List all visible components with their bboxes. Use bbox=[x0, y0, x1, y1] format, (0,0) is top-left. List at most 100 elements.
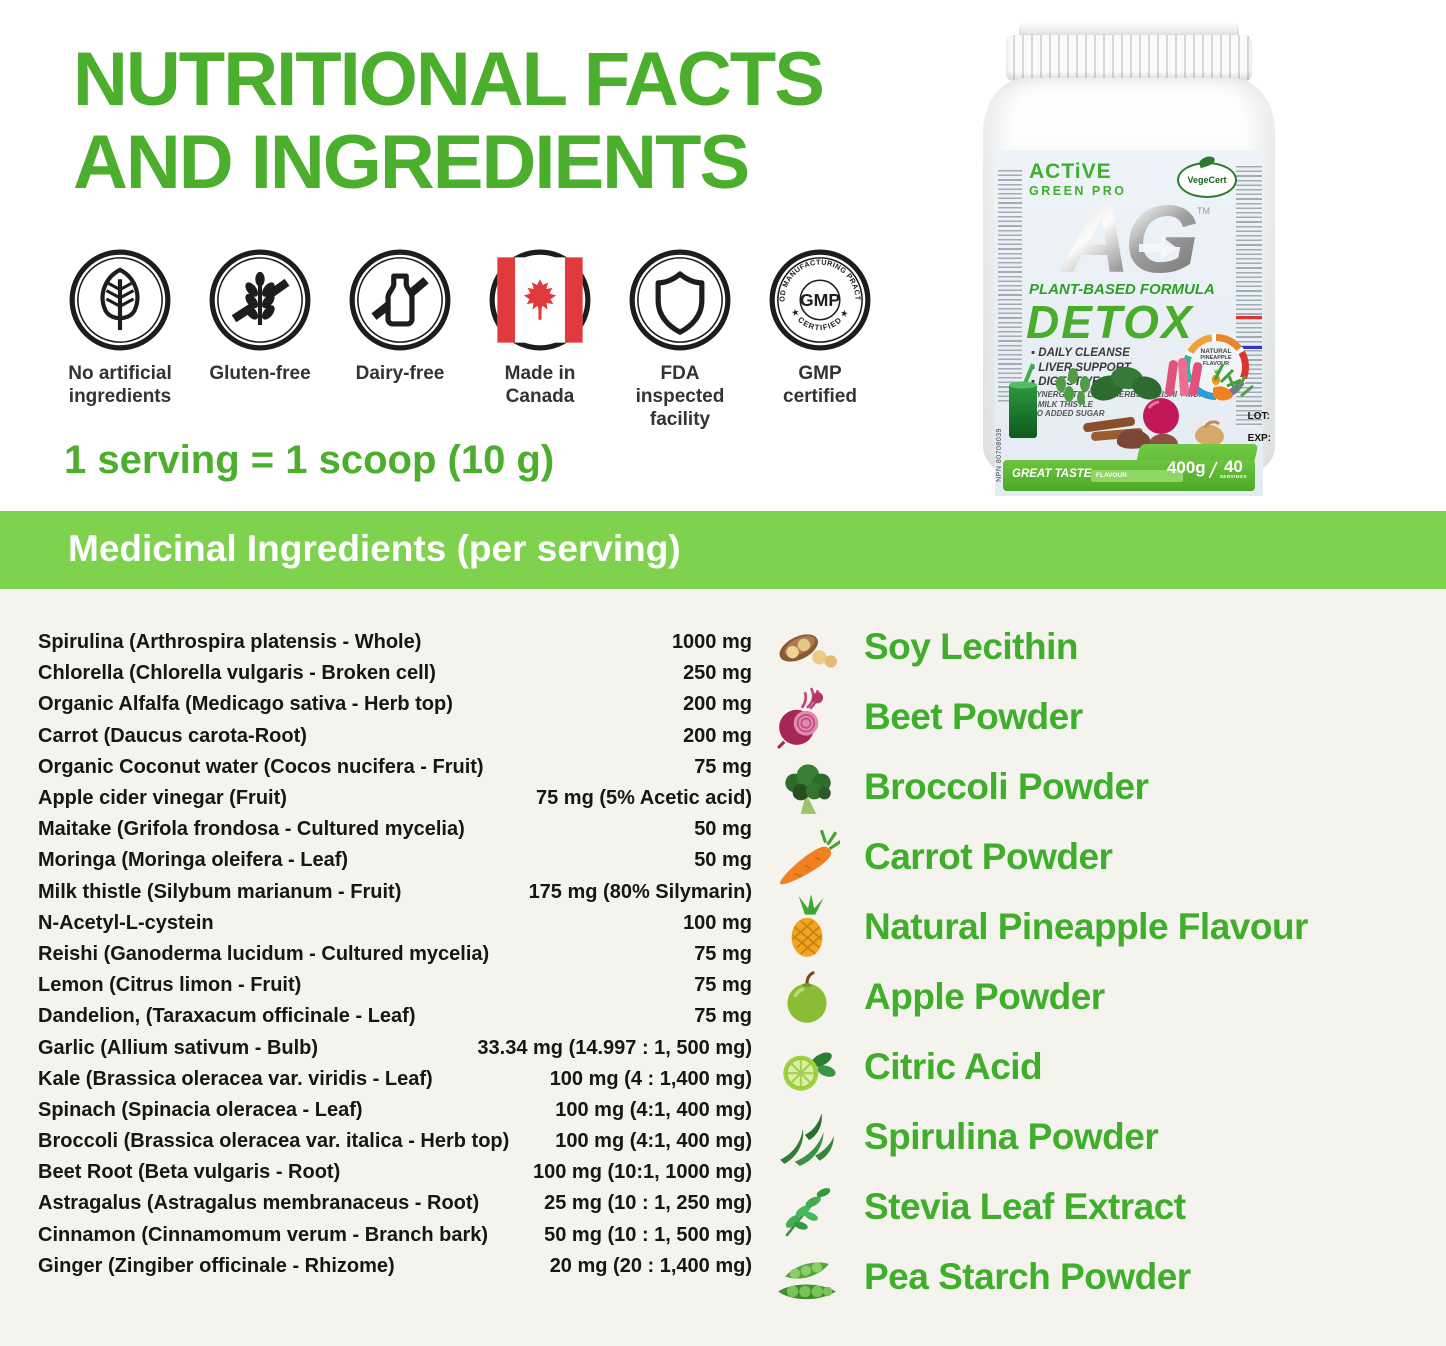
npn-number: NPN 80708039 bbox=[996, 428, 1003, 482]
pea-pod-icon bbox=[778, 1262, 836, 1300]
ingredient-row: Lemon (Citrus limon - Fruit) 75 mg bbox=[38, 970, 752, 1001]
broccoli-icon bbox=[785, 764, 831, 814]
stevia-icon bbox=[785, 1188, 831, 1237]
other-ingredient-name: Beet Powder bbox=[864, 696, 1083, 737]
ingredient-amount: 75 mg bbox=[694, 755, 752, 778]
certification-badge: Gluten-free bbox=[190, 248, 330, 431]
ingredient-amount: 20 mg (20 : 1,400 mg) bbox=[549, 1254, 752, 1277]
synergy-note: SYNERGISTIC LIVER HERBS + REISHI + MORIN… bbox=[1031, 390, 1225, 418]
page-title: NUTRITIONAL FACTS AND INGREDIENTS bbox=[73, 37, 825, 205]
ingredient-name: Organic Coconut water (Cocos nucifera - … bbox=[38, 755, 484, 778]
lime-icon bbox=[783, 1052, 836, 1091]
ingredient-amount: 100 mg (4:1, 400 mg) bbox=[555, 1098, 752, 1121]
badge-label: Made in Canada bbox=[504, 363, 576, 407]
lower-background bbox=[0, 589, 1446, 1346]
ingredient-amount: 75 mg bbox=[694, 974, 752, 997]
jar-cap bbox=[1006, 35, 1252, 81]
ingredient-amount: 100 mg (4 : 1,400 mg) bbox=[549, 1067, 752, 1090]
ingredient-name: Broccoli (Brassica oleracea var. italica… bbox=[38, 1130, 510, 1153]
ingredient-name: Cinnamon (Cinnamomum verum - Branch bark… bbox=[38, 1223, 489, 1246]
ingredient-amount: 33.34 mg (14.997 : 1, 500 mg) bbox=[477, 1036, 752, 1059]
ingredient-row: N-Acetyl-L-cystein 100 mg bbox=[38, 908, 752, 939]
ingredient-amount: 50 mg (10 : 1, 500 mg) bbox=[544, 1223, 752, 1246]
ingredient-row: Spirulina (Arthrospira platensis - Whole… bbox=[38, 627, 752, 658]
shield-icon bbox=[629, 249, 731, 351]
section-banner: Medicinal Ingredients (per serving) bbox=[0, 511, 1446, 589]
ingredient-row: Chlorella (Chlorella vulgaris - Broken c… bbox=[38, 658, 752, 689]
ingredient-amount: 200 mg bbox=[683, 724, 752, 747]
medicinal-ingredients-list: Spirulina (Arthrospira platensis - Whole… bbox=[38, 627, 752, 1282]
jar-label: ACTiVE GREEN PRO VegeCert AG TM bbox=[995, 150, 1263, 496]
certification-badge: FDA inspected facility bbox=[610, 248, 750, 431]
vegecert-badge: VegeCert bbox=[1177, 162, 1237, 198]
ingredient-name: Maitake (Grifola frondosa - Cultured myc… bbox=[38, 818, 465, 841]
wheat-crossed-icon bbox=[209, 249, 311, 351]
certification-badge: Made in Canada bbox=[470, 248, 610, 431]
ingredient-name: Moringa (Moringa oleifera - Leaf) bbox=[38, 849, 349, 872]
apple-icon bbox=[787, 970, 827, 1023]
jar-flavour-banner: GREAT TASTE FLAVOUR bbox=[1003, 460, 1255, 491]
other-ingredient-row: Broccoli Powder bbox=[764, 752, 1444, 822]
ingredient-row: Organic Alfalfa (Medicago sativa - Herb … bbox=[38, 689, 752, 720]
badge-label: No artificial ingredients bbox=[68, 363, 172, 407]
other-ingredient-name: Apple Powder bbox=[864, 976, 1105, 1017]
canada-flag-icon bbox=[489, 249, 591, 351]
ingredient-name: Chlorella (Chlorella vulgaris - Broken c… bbox=[38, 662, 436, 685]
other-ingredient-name: Carrot Powder bbox=[864, 836, 1113, 877]
ingredient-amount: 1000 mg bbox=[671, 631, 752, 654]
ingredient-amount: 175 mg (80% Silymarin) bbox=[528, 880, 752, 903]
ingredient-name: Garlic (Allium sativum - Bulb) bbox=[38, 1036, 319, 1059]
other-ingredient-name: Spirulina Powder bbox=[864, 1116, 1159, 1157]
ingredient-row: Garlic (Allium sativum - Bulb) 33.34 mg … bbox=[38, 1032, 752, 1063]
ingredient-name: N-Acetyl-L-cystein bbox=[38, 911, 214, 934]
ingredient-row: Kale (Brassica oleracea var. viridis - L… bbox=[38, 1064, 752, 1095]
other-ingredient-name: Broccoli Powder bbox=[864, 766, 1149, 807]
ingredient-amount: 250 mg bbox=[683, 662, 752, 685]
leaf-icon bbox=[69, 249, 171, 351]
other-ingredient-row: Pea Starch Powder bbox=[764, 1242, 1444, 1312]
ingredient-amount: 50 mg bbox=[694, 818, 752, 841]
ingredient-name: Apple cider vinegar (Fruit) bbox=[38, 787, 287, 810]
pineapple-icon bbox=[791, 894, 824, 957]
ingredient-name: Milk thistle (Silybum marianum - Fruit) bbox=[38, 880, 402, 903]
ingredient-row: Reishi (Ganoderma lucidum - Cultured myc… bbox=[38, 939, 752, 970]
ingredient-name: Carrot (Daucus carota-Root) bbox=[38, 724, 307, 747]
milk-bottle-crossed-icon bbox=[349, 249, 451, 351]
ag-logo: AG TM bbox=[1059, 192, 1210, 286]
svg-text:TM: TM bbox=[1197, 206, 1210, 216]
ingredient-name: Spirulina (Arthrospira platensis - Whole… bbox=[38, 631, 422, 654]
other-ingredient-name: Natural Pineapple Flavour bbox=[864, 906, 1308, 947]
other-ingredient-name: Citric Acid bbox=[864, 1046, 1043, 1087]
formula-line: PLANT-BASED FORMULA bbox=[1029, 281, 1215, 298]
ingredient-amount: 75 mg (5% Acetic acid) bbox=[535, 787, 752, 810]
badge-label: FDA inspected facility bbox=[635, 363, 725, 430]
other-ingredient-name: Soy Lecithin bbox=[864, 626, 1078, 667]
other-ingredients-list: Soy Lecithin Beet Powder Broccoli Powder… bbox=[764, 612, 1444, 1312]
other-ingredient-row: Carrot Powder bbox=[764, 822, 1444, 892]
ingredient-row: Beet Root (Beta vulgaris - Root) 100 mg … bbox=[38, 1157, 752, 1188]
soybean-icon bbox=[779, 634, 837, 668]
other-ingredient-row: Citric Acid bbox=[764, 1032, 1444, 1102]
benefit-item: DAILY CLEANSE bbox=[1031, 346, 1144, 361]
ingredient-amount: 25 mg (10 : 1, 250 mg) bbox=[544, 1192, 752, 1215]
product-jar: ACTiVE GREEN PRO VegeCert AG TM bbox=[983, 22, 1275, 496]
certification-badge: Dairy-free bbox=[330, 248, 470, 431]
ingredient-row: Cinnamon (Cinnamomum verum - Branch bark… bbox=[38, 1220, 752, 1251]
ingredient-row: Apple cider vinegar (Fruit) 75 mg (5% Ac… bbox=[38, 783, 752, 814]
ingredient-row: Astragalus (Astragalus membranaceus - Ro… bbox=[38, 1188, 752, 1219]
ingredient-name: Lemon (Citrus limon - Fruit) bbox=[38, 974, 302, 997]
ingredient-amount: 75 mg bbox=[694, 1005, 752, 1028]
product-name: DETOX bbox=[1026, 296, 1194, 348]
carrot-icon bbox=[780, 829, 840, 885]
ingredient-name: Beet Root (Beta vulgaris - Root) bbox=[38, 1161, 341, 1184]
other-ingredient-row: Stevia Leaf Extract bbox=[764, 1172, 1444, 1242]
ingredient-amount: 200 mg bbox=[683, 693, 752, 716]
ingredient-name: Dandelion, (Taraxacum officinale - Leaf) bbox=[38, 1005, 416, 1028]
jar-body: ACTiVE GREEN PRO VegeCert AG TM bbox=[983, 78, 1275, 496]
other-ingredient-row: Beet Powder bbox=[764, 682, 1444, 752]
other-ingredient-name: Pea Starch Powder bbox=[864, 1256, 1191, 1297]
taste-claim: GREAT TASTE bbox=[1012, 468, 1092, 480]
section-header: Medicinal Ingredients (per serving) bbox=[68, 528, 681, 570]
lot-exp: LOT: EXP: bbox=[1247, 411, 1271, 444]
